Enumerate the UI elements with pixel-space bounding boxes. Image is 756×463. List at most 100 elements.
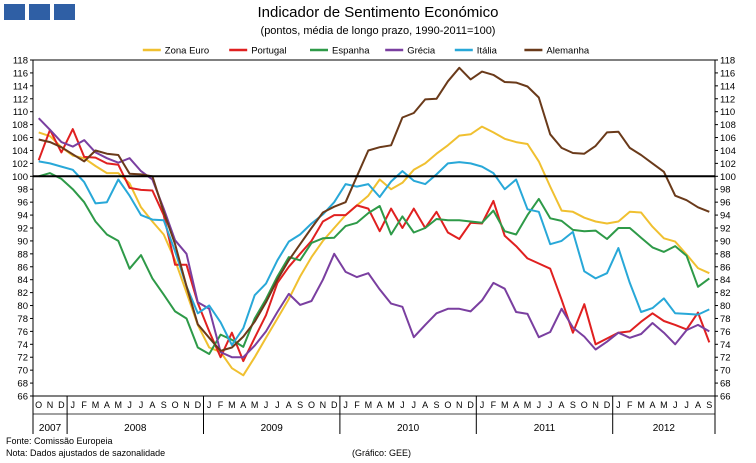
y-tick-label-right: 116	[720, 68, 735, 79]
y-tick-label-right: 70	[720, 366, 731, 377]
x-tick-label: N	[47, 400, 54, 410]
y-tick-label-right: 96	[720, 198, 731, 209]
y-tick-label-left: 116	[13, 68, 28, 79]
x-tick-label: M	[228, 400, 236, 410]
x-tick-label: M	[637, 400, 645, 410]
x-tick-label: J	[616, 400, 621, 410]
legend-label-gr-cia: Grécia	[407, 46, 436, 57]
y-tick-label-left: 110	[13, 107, 28, 118]
x-tick-label: F	[627, 400, 633, 410]
x-tick-label: J	[684, 400, 689, 410]
y-tick-label-left: 68	[17, 379, 28, 390]
x-tick-label: A	[240, 400, 246, 410]
logo-square	[54, 4, 75, 20]
x-tick-label: D	[604, 400, 611, 410]
x-tick-label: M	[387, 400, 395, 410]
x-tick-label: J	[139, 400, 144, 410]
x-tick-label: J	[71, 400, 76, 410]
y-tick-label-right: 80	[720, 301, 731, 312]
y-tick-label-right: 104	[720, 146, 736, 157]
x-tick-label: A	[149, 400, 155, 410]
x-tick-label: O	[35, 400, 42, 410]
x-tick-label: F	[491, 400, 497, 410]
y-tick-label-right: 112	[720, 94, 735, 105]
series-line-espanha	[38, 172, 710, 355]
y-tick-label-right: 108	[720, 120, 736, 131]
x-tick-label: S	[297, 400, 303, 410]
x-tick-label: J	[343, 400, 348, 410]
x-tick-label: D	[467, 400, 474, 410]
x-tick-label: J	[207, 400, 212, 410]
x-tick-label: F	[354, 400, 360, 410]
y-tick-label-left: 86	[17, 262, 28, 273]
year-label: 2010	[397, 423, 420, 434]
y-tick-label-left: 92	[17, 224, 28, 235]
legend-label-alemanha: Alemanha	[546, 46, 589, 57]
y-tick-label-left: 108	[12, 120, 28, 131]
y-tick-label-left: 84	[17, 275, 28, 286]
y-tick-label-left: 80	[17, 301, 28, 312]
x-tick-label: O	[581, 400, 588, 410]
x-tick-label: N	[456, 400, 463, 410]
logo	[4, 4, 76, 20]
year-label: 2008	[124, 423, 147, 434]
chart-title: Indicador de Sentimento Económico	[257, 4, 499, 21]
y-tick-label-left: 118	[13, 56, 28, 67]
series-line-portugal	[37, 128, 711, 363]
x-tick-label: N	[183, 400, 190, 410]
year-label: 2012	[653, 423, 676, 434]
x-tick-label: F	[81, 400, 87, 410]
plot-frame	[32, 59, 716, 397]
y-tick-label-left: 114	[13, 81, 28, 92]
y-tick-label-right: 78	[720, 314, 731, 325]
legend-label-espanha: Espanha	[332, 46, 370, 57]
x-tick-label: J	[275, 400, 280, 410]
y-tick-label-right: 114	[720, 81, 735, 92]
y-tick-label-right: 66	[720, 392, 731, 403]
y-tick-label-left: 78	[17, 314, 28, 325]
year-label: 2007	[39, 423, 62, 434]
y-tick-label-left: 106	[12, 133, 28, 144]
y-tick-label-right: 98	[720, 185, 731, 196]
legend: Zona Euro Portugal Espanha Grécia Itália Alem…	[142, 46, 590, 57]
y-tick-label-right: 84	[720, 275, 731, 286]
series-line-it-lia	[38, 160, 710, 346]
x-tick-label: J	[412, 400, 417, 410]
y-tick-label-left: 102	[12, 159, 28, 170]
y-tick-label-left: 94	[17, 211, 28, 222]
y-tick-label-left: 100	[12, 172, 28, 183]
y-tick-label-right: 92	[720, 224, 731, 235]
x-tick-label: M	[501, 400, 509, 410]
x-tick-label: N	[592, 400, 599, 410]
x-tick-label: J	[127, 400, 132, 410]
x-tick-label: S	[570, 400, 576, 410]
y-tick-label-left: 72	[17, 353, 28, 364]
x-tick-label: A	[513, 400, 519, 410]
logo-square	[4, 4, 25, 20]
y-tick-label-right: 94	[720, 211, 731, 222]
x-tick-label: J	[673, 400, 678, 410]
x-tick-label: M	[92, 400, 100, 410]
x-tick-label: S	[161, 400, 167, 410]
x-tick-label: J	[537, 400, 542, 410]
x-tick-label: S	[706, 400, 712, 410]
x-tick-label: O	[308, 400, 315, 410]
x-tick-label: S	[434, 400, 440, 410]
x-tick-label: F	[218, 400, 224, 410]
x-tick-label: J	[264, 400, 269, 410]
y-tick-label-right: 72	[720, 353, 731, 364]
x-tick-label: A	[649, 400, 655, 410]
y-tick-label-right: 100	[720, 172, 736, 183]
x-tick-label: M	[524, 400, 532, 410]
y-tick-label-left: 66	[17, 392, 28, 403]
x-tick-label: D	[331, 400, 338, 410]
y-tick-label-right: 90	[720, 236, 731, 247]
x-tick-label: D	[195, 400, 202, 410]
footer-note: Nota: Dados ajustados de sazonalidade	[6, 448, 166, 458]
year-label: 2011	[534, 423, 556, 434]
y-tick-label-right: 88	[720, 249, 731, 260]
x-tick-label: A	[286, 400, 292, 410]
y-tick-label-left: 82	[17, 288, 28, 299]
y-tick-label-left: 90	[17, 236, 28, 247]
x-tick-label: A	[695, 400, 701, 410]
